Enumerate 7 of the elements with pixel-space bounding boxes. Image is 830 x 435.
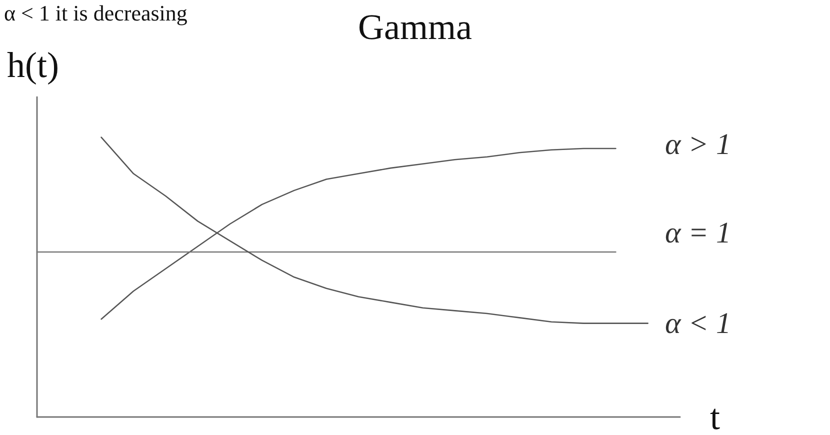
text: α < 1 it is decreasing <box>4 0 188 26</box>
series-label: α = 1 <box>665 216 731 250</box>
y-axis-title: h(t) <box>7 45 59 85</box>
series-label: α > 1 <box>665 128 731 161</box>
x-axis-title: t <box>710 397 720 435</box>
series-label: α < 1 <box>665 306 731 340</box>
chart-title: Gamma <box>358 7 472 47</box>
